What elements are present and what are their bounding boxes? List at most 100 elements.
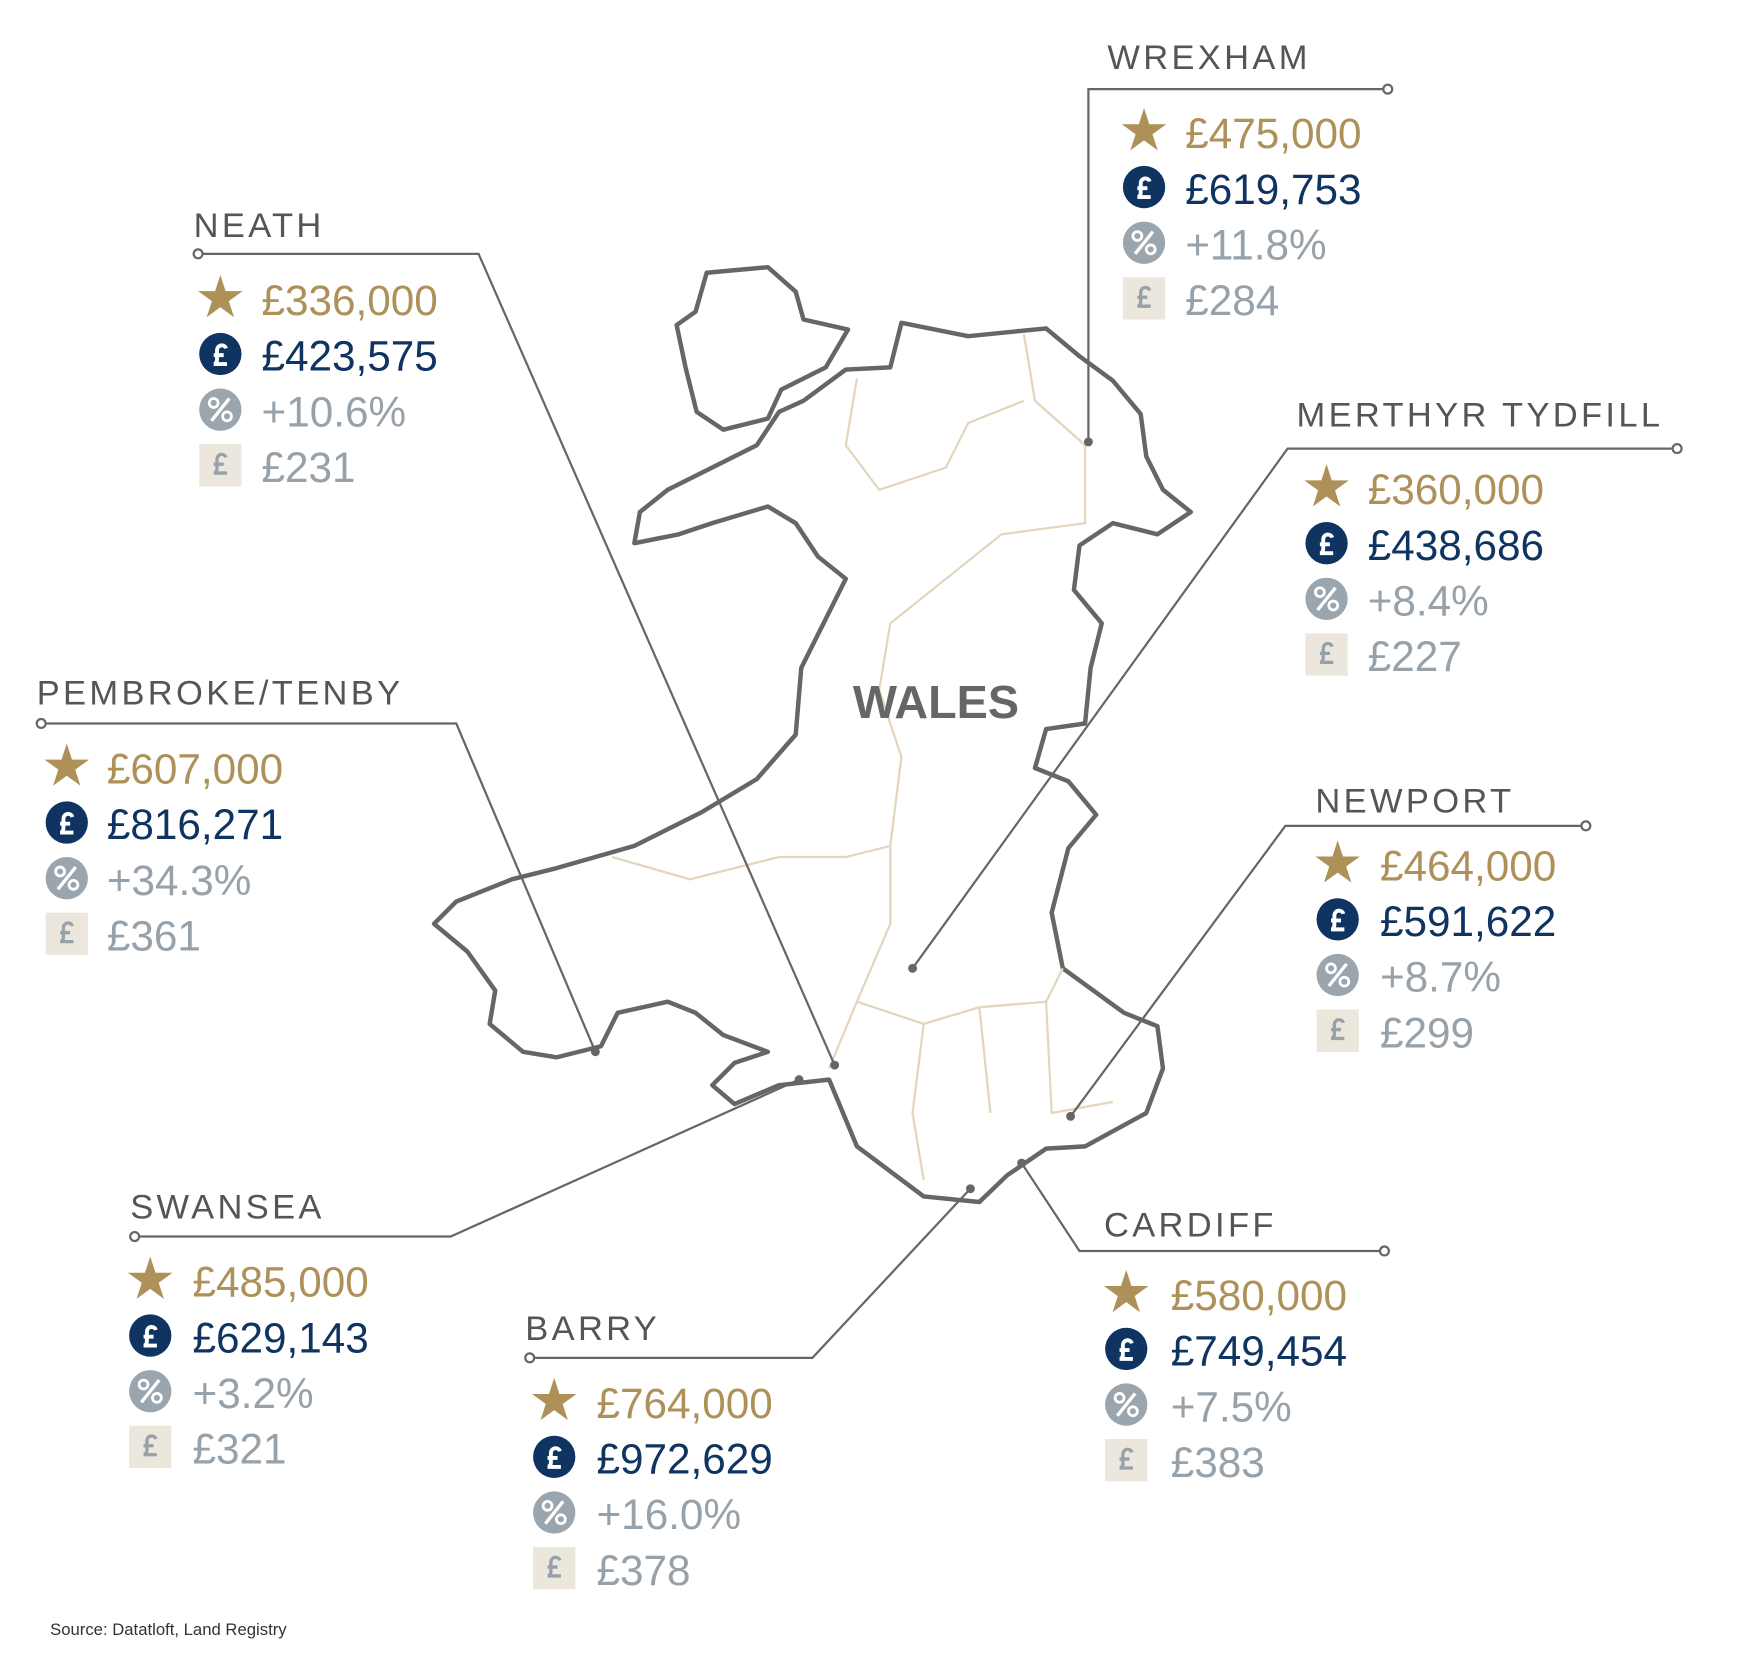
location-dot <box>794 1075 804 1085</box>
percent-glyph <box>1133 230 1155 255</box>
location-name: BARRY <box>525 1310 660 1348</box>
location-dot <box>908 963 918 973</box>
location-name: MERTHYR TYDFILL <box>1297 396 1664 434</box>
percent-glyph <box>140 1379 161 1404</box>
stat-value: £464,000 <box>1380 842 1556 889</box>
leader-end <box>1378 1245 1390 1257</box>
stat-value: £816,271 <box>107 801 283 848</box>
stat-value: £284 <box>1185 277 1279 324</box>
stat-value: £475,000 <box>1185 110 1361 157</box>
percent-dot <box>151 1392 163 1404</box>
leader-end <box>1671 443 1683 455</box>
stat-value: £591,622 <box>1380 898 1556 945</box>
leader-line <box>134 1078 800 1238</box>
pound-glyph <box>1319 641 1334 664</box>
percent-dot <box>1144 243 1157 256</box>
stat-value: £299 <box>1380 1009 1474 1056</box>
percent-dot <box>221 410 233 423</box>
stat-value: £749,454 <box>1171 1328 1347 1375</box>
leader-end <box>192 248 204 260</box>
stat-value: £383 <box>1171 1439 1265 1486</box>
percent-glyph <box>1316 586 1337 612</box>
leader-end <box>1382 83 1394 95</box>
percent-dot <box>541 1499 554 1512</box>
pound-glyph <box>1137 285 1152 308</box>
stat-value: £580,000 <box>1171 1272 1347 1319</box>
location-name: NEWPORT <box>1315 783 1514 821</box>
leader-line <box>911 447 1678 969</box>
location-callout: MERTHYR TYDFILL £360,000 £438,686 +8.4% £227 <box>908 396 1683 973</box>
location-callout: NEATH £336,000 £423,575 +10.6% £231 <box>192 207 840 1070</box>
percent-glyph <box>56 866 77 891</box>
pound-glyph <box>1119 1338 1134 1361</box>
pound-glyph <box>1119 1447 1134 1470</box>
stat-value: £336,000 <box>262 277 438 324</box>
stat-value: £231 <box>262 444 356 491</box>
stat-value: £360,000 <box>1368 466 1544 513</box>
percent-glyph <box>210 397 231 422</box>
percent-dot <box>1314 586 1326 599</box>
star-icon <box>1304 464 1349 507</box>
stat-value: £438,686 <box>1368 522 1544 569</box>
location-callout: NEWPORT £464,000 £591,622 +8.7% £299 <box>1066 783 1592 1121</box>
wales-outline <box>431 264 1194 1205</box>
percent-glyph <box>544 1500 565 1525</box>
pound-glyph <box>547 1555 562 1578</box>
location-dot <box>590 1047 600 1057</box>
pound-glyph <box>1330 908 1346 932</box>
stat-value: £619,753 <box>1185 166 1361 213</box>
callouts: WREXHAM £475,000 £619,753 +11.8% £284 NEATH £3… <box>35 39 1683 1594</box>
source-note: Source: Datatloft, Land Registry <box>50 1620 287 1639</box>
leader-end <box>1580 820 1592 832</box>
percent-glyph <box>1116 1392 1137 1417</box>
location-name: PEMBROKE/TENBY <box>37 675 404 713</box>
stat-value: £423,575 <box>262 333 438 380</box>
location-callout: PEMBROKE/TENBY £607,000 £816,271 +34.3% £361 <box>35 675 600 1057</box>
location-callout: BARRY £764,000 £972,629 +16.0% £378 <box>524 1184 975 1594</box>
leader-end <box>524 1352 536 1364</box>
pound-glyph <box>213 343 228 366</box>
percent-dot <box>1131 230 1144 242</box>
stat-value: £607,000 <box>107 746 283 793</box>
stat-value: +7.5% <box>1171 1383 1292 1430</box>
stat-value: +3.2% <box>193 1370 314 1417</box>
percent-dot <box>1127 1405 1139 1418</box>
pound-glyph <box>59 811 75 835</box>
pound-glyph <box>1319 532 1335 556</box>
percent-glyph <box>1327 962 1348 988</box>
star-icon <box>1315 840 1360 883</box>
stat-value: £764,000 <box>597 1380 773 1427</box>
leader-end <box>129 1230 141 1243</box>
location-callout: CARDIFF £580,000 £749,454 +7.5% £383 <box>1017 1158 1390 1486</box>
pound-glyph <box>143 1434 158 1457</box>
stat-value: £378 <box>597 1547 691 1594</box>
location-name: CARDIFF <box>1104 1207 1277 1245</box>
pound-glyph <box>59 921 74 944</box>
leader-line <box>1069 824 1586 1117</box>
stat-value: +8.4% <box>1368 578 1489 625</box>
pound-glyph <box>143 1324 158 1348</box>
location-dot <box>830 1060 840 1070</box>
pound-glyph <box>1330 1018 1345 1041</box>
county-borders <box>611 333 1114 1180</box>
percent-dot <box>1327 599 1340 612</box>
star-icon <box>1103 1269 1149 1313</box>
leader-line <box>1020 1162 1385 1253</box>
stat-value: £361 <box>107 913 201 960</box>
location-dot <box>965 1184 975 1194</box>
stat-value: +8.7% <box>1380 954 1501 1001</box>
stat-value: +11.8% <box>1185 221 1326 268</box>
pound-glyph <box>547 1446 562 1469</box>
stat-value: +16.0% <box>597 1491 742 1538</box>
stat-value: +34.3% <box>107 857 252 904</box>
location-dot <box>1066 1111 1076 1121</box>
percent-dot <box>207 397 220 409</box>
percent-dot <box>137 1378 150 1391</box>
location-name: SWANSEA <box>130 1189 325 1227</box>
leader-end <box>35 717 47 730</box>
region-label: WALES <box>853 676 1019 728</box>
star-icon <box>1121 108 1167 151</box>
stat-value: £629,143 <box>193 1314 369 1361</box>
